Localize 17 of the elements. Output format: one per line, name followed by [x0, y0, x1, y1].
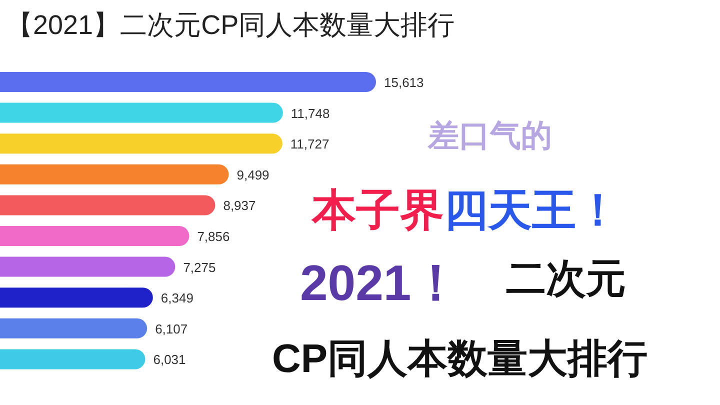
data-label: 8,937: [223, 198, 256, 214]
text: 二次元: [506, 257, 626, 301]
text: 差口气的: [427, 118, 552, 153]
data-label: 9,499: [236, 167, 270, 182]
data-label: 6,107: [155, 321, 188, 336]
data-label: 11,748: [290, 106, 330, 121]
data-label: 7,275: [183, 260, 216, 275]
data-label: 7,856: [197, 229, 230, 244]
data-label: 6,349: [160, 290, 194, 306]
data-label: 11,727: [290, 136, 330, 152]
data-label: 6,031: [153, 352, 186, 368]
data-label: 15,613: [384, 75, 424, 90]
chart-title: 【2021】二次元CP同人本数量大排行: [6, 10, 455, 40]
annotation: 本子界: [311, 186, 444, 235]
annotation: 2021！: [300, 255, 462, 311]
annotation: CP同人本数量大排行: [272, 337, 648, 381]
text: 四天王！: [444, 186, 620, 235]
